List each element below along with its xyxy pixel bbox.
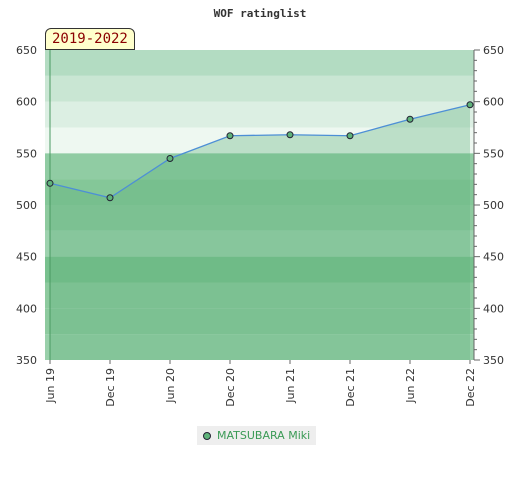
data-point bbox=[46, 179, 54, 187]
x-tick-label: Dec 19 bbox=[104, 368, 117, 407]
x-tick-label: Dec 22 bbox=[464, 368, 477, 407]
band bbox=[45, 75, 474, 102]
x-tick-label: Jun 21 bbox=[284, 368, 297, 404]
y-tick-label-right: 450 bbox=[483, 251, 504, 264]
data-point bbox=[286, 131, 294, 139]
y-tick-label-right: 500 bbox=[483, 199, 504, 212]
band bbox=[45, 308, 474, 335]
y-tick-label-left: 400 bbox=[16, 302, 37, 315]
data-point bbox=[106, 194, 114, 202]
x-tick-label: Dec 21 bbox=[344, 368, 357, 407]
y-tick-label-right: 650 bbox=[483, 44, 504, 57]
y-tick-label-left: 550 bbox=[16, 147, 37, 160]
band bbox=[45, 282, 474, 309]
band bbox=[45, 50, 474, 76]
band bbox=[45, 256, 474, 283]
band bbox=[45, 153, 474, 205]
y-tick-label-right: 350 bbox=[483, 354, 504, 367]
legend[interactable]: MATSUBARA Miki bbox=[197, 426, 317, 445]
y-tick-label-left: 600 bbox=[16, 96, 37, 109]
series-line bbox=[46, 101, 474, 202]
data-point bbox=[346, 132, 354, 140]
band bbox=[45, 101, 474, 128]
x-tick-label: Jun 20 bbox=[164, 368, 177, 404]
x-tick-label: Dec 20 bbox=[224, 368, 237, 407]
y-tick-label-right: 550 bbox=[483, 147, 504, 160]
period-badge: 2019-2022 bbox=[45, 28, 135, 50]
chart-title: WOF ratinglist bbox=[214, 7, 307, 20]
data-point bbox=[166, 155, 174, 162]
y-tick-label-left: 350 bbox=[16, 354, 37, 367]
legend-marker-icon bbox=[203, 431, 211, 440]
axes: 350 350 400 400 450 450 500 500 550 550 600 600 650 6… bbox=[16, 44, 504, 407]
background-bands bbox=[45, 50, 474, 361]
band bbox=[45, 230, 474, 257]
band bbox=[45, 205, 474, 231]
band bbox=[45, 127, 474, 154]
x-tick-label: Jun 22 bbox=[404, 368, 417, 404]
y-tick-label-left: 450 bbox=[16, 251, 37, 264]
legend-label: MATSUBARA Miki bbox=[217, 429, 311, 442]
y-tick-label-left: 500 bbox=[16, 199, 37, 212]
band bbox=[45, 334, 474, 360]
data-point bbox=[226, 132, 234, 140]
y-tick-label-right: 600 bbox=[483, 96, 504, 109]
x-tick-label: Jun 19 bbox=[44, 368, 57, 404]
y-tick-label-left: 650 bbox=[16, 44, 37, 57]
data-point bbox=[406, 115, 414, 123]
data-point bbox=[466, 101, 474, 109]
series-path bbox=[49, 104, 471, 199]
y-tick-label-right: 400 bbox=[483, 302, 504, 315]
